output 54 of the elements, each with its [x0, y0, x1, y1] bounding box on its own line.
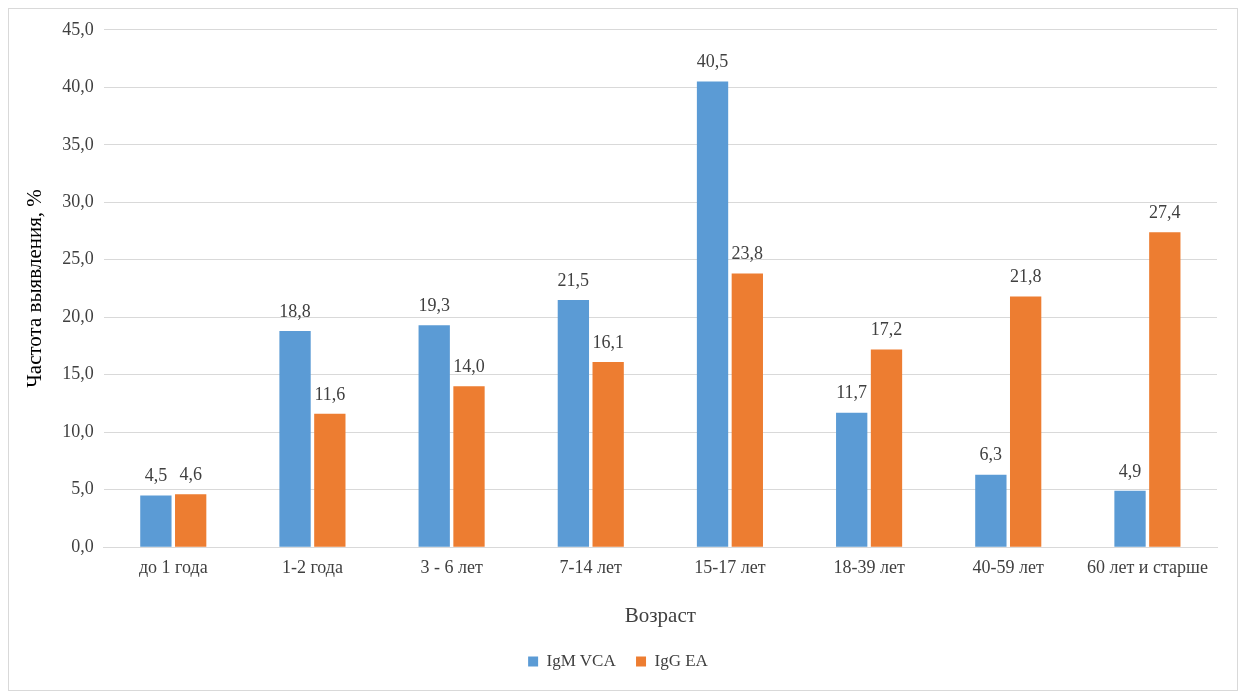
data-label: 16,1	[592, 331, 624, 352]
x-axis-title: Возраст	[624, 602, 696, 627]
bar	[1149, 232, 1181, 547]
data-label: 14,0	[453, 355, 485, 376]
bar	[557, 300, 590, 547]
data-label: 4,6	[179, 464, 202, 485]
x-tick-label: 1-2 года	[281, 556, 343, 577]
y-tick-label: 25,0	[62, 248, 94, 269]
y-tick-label: 5,0	[71, 478, 94, 499]
bar	[975, 474, 1007, 547]
x-tick-label: 7-14 лет	[559, 556, 623, 577]
x-tick-label: 3 - 6 лет	[420, 556, 483, 577]
y-tick-label: 10,0	[62, 420, 94, 441]
bar	[731, 273, 763, 547]
data-label: 40,5	[696, 51, 729, 72]
bar	[453, 386, 485, 547]
y-tick-label: 15,0	[62, 363, 94, 384]
data-label: 4,5	[144, 465, 168, 486]
bar	[140, 495, 172, 547]
legend-label: IgG EA	[654, 650, 709, 670]
data-label: 21,8	[1009, 266, 1042, 287]
data-label: 17,2	[870, 319, 903, 340]
y-tick-label: 45,0	[62, 18, 94, 39]
x-tick-label: 40-59 лет	[972, 556, 1045, 577]
legend-label: IgM VCA	[546, 650, 617, 670]
bar	[314, 413, 346, 547]
data-label: 18,8	[279, 300, 311, 321]
data-label: 6,3	[979, 444, 1003, 465]
y-tick-label: 40,0	[62, 76, 94, 97]
bar	[418, 325, 450, 547]
y-tick-label: 35,0	[62, 133, 94, 154]
data-label: 21,5	[557, 269, 590, 290]
y-tick-label: 30,0	[62, 191, 94, 211]
y-tick-label: 20,0	[62, 305, 94, 326]
x-tick-label: 15-17 лет	[694, 556, 766, 577]
data-label: 4,9	[1118, 460, 1142, 481]
y-axis-title: Частота выявления, %	[22, 189, 47, 388]
bar	[1010, 296, 1042, 547]
bar	[1114, 490, 1146, 547]
bar	[836, 412, 868, 547]
data-label: 23,8	[731, 243, 764, 264]
bar	[592, 362, 624, 547]
data-label: 27,4	[1149, 201, 1181, 222]
data-label: 19,3	[418, 295, 450, 316]
bar	[175, 494, 207, 547]
x-tick-label: до 1 года	[138, 556, 208, 577]
bar	[279, 331, 311, 547]
bar	[870, 349, 903, 547]
x-tick-label: 60 лет и старше	[1086, 556, 1208, 577]
data-label: 11,6	[314, 383, 346, 404]
bar	[696, 81, 729, 547]
x-tick-label: 18-39 лет	[833, 556, 905, 577]
y-tick-label: 0,0	[71, 535, 94, 556]
data-label: 11,7	[836, 382, 868, 403]
